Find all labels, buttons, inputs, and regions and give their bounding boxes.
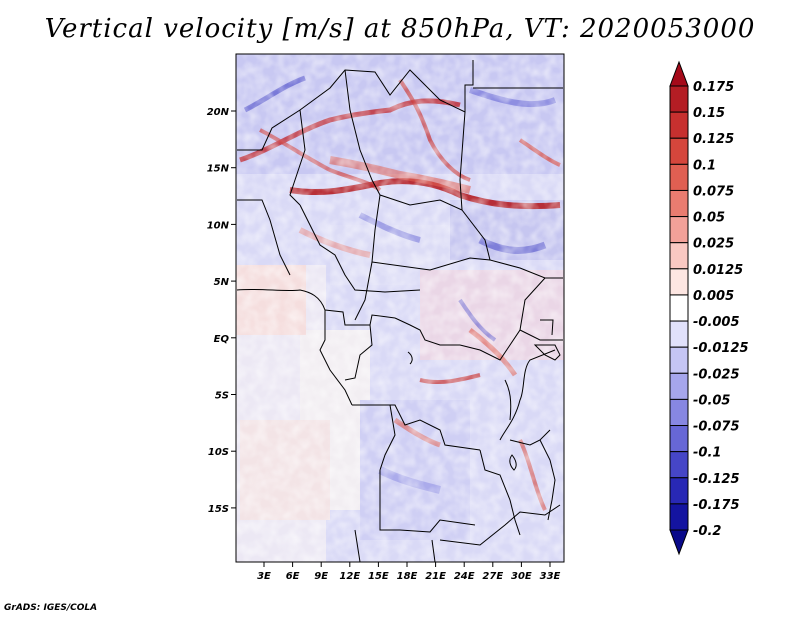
lon-tick-label: 21E (425, 571, 446, 582)
colorbar-top-arrow (669, 60, 689, 87)
lon-tick-label: 27E (482, 571, 503, 582)
lon-tick-label: 3E (257, 571, 271, 582)
grads-credit: GrADS: IGES/COLA (4, 603, 98, 613)
map-frame (235, 53, 565, 563)
colorbar-swatch (669, 320, 689, 348)
lat-tick-label: EQ (214, 334, 230, 345)
colorbar-label: -0.1 (693, 446, 721, 461)
colorbar-label: -0.05 (693, 393, 730, 408)
lon-tick-label: 9E (314, 571, 328, 582)
colorbar-label: 0.075 (693, 184, 734, 199)
colorbar-label: -0.025 (693, 367, 740, 382)
colorbar-label: -0.0125 (693, 341, 749, 356)
colorbar-label: -0.175 (693, 498, 740, 513)
country-borders (236, 60, 563, 562)
colorbar-swatch (669, 503, 689, 531)
lon-tick-label: 12E (339, 571, 360, 582)
colorbar-swatch (669, 216, 689, 244)
lat-tick-label: 15S (208, 504, 229, 515)
colorbar-swatch (669, 294, 689, 322)
longitude-axis: 3E 6E 9E 12E 15E 18E 21E 24E 27E 30E 33E (257, 562, 561, 582)
colorbar: 0.175 0.15 0.125 0.1 0.075 0.05 0.025 0.0125 0.0… (669, 60, 749, 556)
colorbar-swatch (669, 372, 689, 400)
colorbar-label: 0.1 (693, 158, 716, 173)
colorbar-label: -0.2 (693, 524, 721, 539)
lat-tick-label: 20N (207, 107, 230, 118)
lat-tick-label: 5S (215, 391, 229, 402)
colorbar-label: -0.125 (693, 472, 740, 487)
colorbar-label: 0.005 (693, 289, 734, 304)
vertical-velocity-field (236, 54, 564, 562)
colorbar-label: 0.0125 (693, 263, 743, 278)
lat-tick-label: 5N (214, 277, 230, 288)
colorbar-label: -0.075 (693, 420, 740, 435)
colorbar-label: 0.175 (693, 80, 734, 95)
colorbar-swatch (669, 346, 689, 374)
lon-tick-label: 15E (368, 571, 389, 582)
colorbar-swatch (669, 451, 689, 479)
lon-tick-label: 24E (454, 571, 475, 582)
colorbar-swatch (669, 242, 689, 270)
colorbar-label: 0.125 (693, 132, 734, 147)
lat-tick-label: 10N (207, 220, 230, 231)
colorbar-swatch (669, 189, 689, 218)
colorbar-swatch (669, 268, 689, 296)
colorbar-swatch (669, 85, 689, 113)
colorbar-label: 0.15 (693, 106, 725, 121)
colorbar-swatch (669, 477, 689, 505)
colorbar-swatch (669, 163, 689, 191)
colorbar-bottom-arrow (669, 529, 689, 556)
colorbar-label: 0.025 (693, 237, 734, 252)
colorbar-swatch (669, 111, 689, 139)
latitude-axis: 20N 15N 10N 5N EQ 5S 10S 15S (207, 107, 236, 515)
lon-tick-label: 18E (397, 571, 418, 582)
lon-tick-label: 33E (540, 571, 561, 582)
lat-tick-label: 10S (208, 447, 229, 458)
lon-tick-label: 30E (511, 571, 532, 582)
colorbar-label: -0.005 (693, 315, 740, 330)
lat-tick-label: 15N (207, 164, 230, 175)
lon-tick-label: 6E (286, 571, 300, 582)
plot-title: Vertical velocity [m/s] at 850hPa, VT: 2… (44, 14, 756, 44)
colorbar-swatch (669, 398, 689, 427)
colorbar-swatch (669, 137, 689, 165)
colorbar-label: 0.05 (693, 211, 725, 226)
colorbar-swatch (669, 425, 689, 453)
